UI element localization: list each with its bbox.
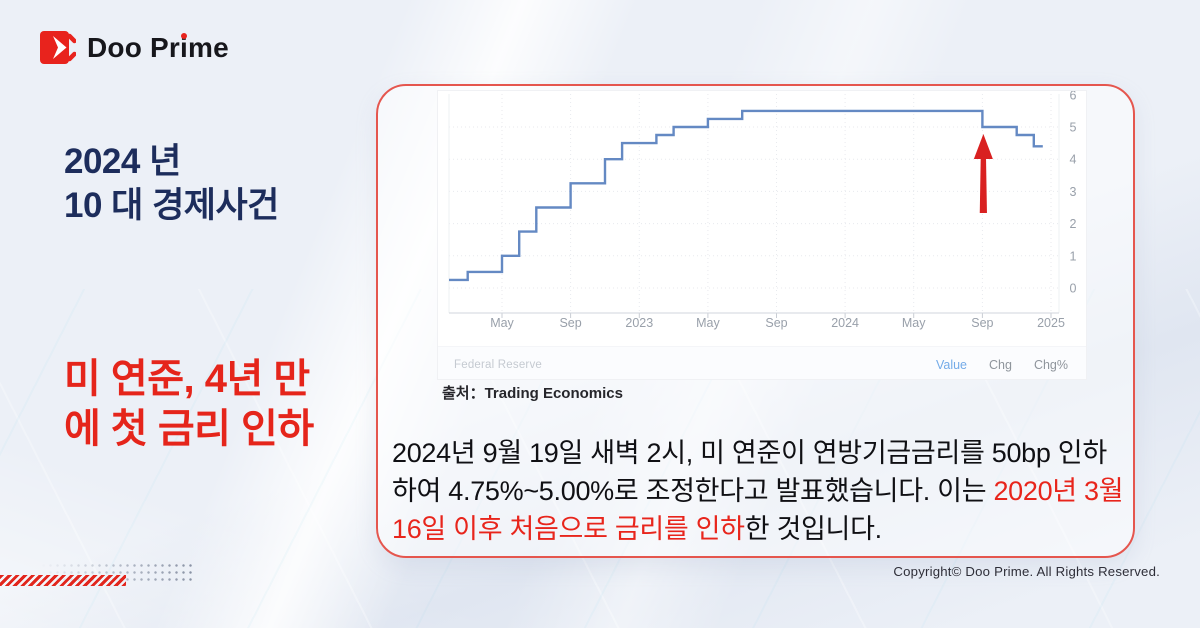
series-title-line2: 10 대 경제사건: [64, 186, 279, 225]
logo-text-pre: Doo Pr: [87, 32, 180, 63]
source-caption: 출처：Trading Economics: [442, 385, 623, 402]
x-tick-label: May: [696, 316, 720, 330]
chart-card: May Sep 2023 May Sep 2024 May Sep 2025 0 1 2 3 4 5 6 Fe…: [376, 84, 1135, 558]
y-tick-label: 2: [1070, 217, 1077, 231]
x-tick-label: May: [902, 316, 926, 330]
y-tick-label: 5: [1070, 121, 1077, 135]
event-headline-line2: 에 첫 금리 인하: [64, 407, 314, 451]
y-tick-label: 3: [1070, 185, 1077, 199]
x-tick-label: Sep: [971, 316, 993, 330]
brand-logo: Doo Prime: [40, 28, 229, 68]
logo-text-i: i: [179, 32, 188, 63]
x-tick-label: 2023: [625, 316, 653, 330]
paragraph-text: 한 것입니다.: [744, 514, 882, 545]
paragraph-text: 2024년 9월 19일 새벽 2시, 미 연준이 연방기금금리를 50bp 인…: [392, 438, 1107, 507]
chart-toolbar: Value Chg Chg%: [936, 358, 1068, 372]
paragraph-highlight: 2020년 3월 16일 이후 처음으로 금리를 인하: [392, 476, 1124, 545]
event-paragraph: 2024년 9월 19일 새벽 2시, 미 연준이 연방기금금리를 50bp 인…: [392, 434, 1130, 549]
fed-rate-step-chart: May Sep 2023 May Sep 2024 May Sep 2025 0 1 2 3 4 5 6: [448, 91, 1077, 330]
decoration-red-stripe-bar: [0, 575, 126, 586]
fed-rate-step-line: [449, 109, 1043, 282]
x-tick-label: May: [490, 316, 514, 330]
rate-cut-arrow-head: [973, 134, 993, 159]
chart-bottom-band: [438, 346, 1086, 379]
toolbar-chg-button[interactable]: Chg: [989, 358, 1012, 372]
toolbar-value-button[interactable]: Value: [935, 358, 968, 372]
doo-prime-logo-icon: [40, 31, 76, 64]
y-tick-label: 0: [1070, 282, 1077, 296]
chart-source-label: Federal Reserve: [454, 359, 543, 371]
y-tick-label-partial: 6: [1070, 91, 1077, 102]
y-tick-label: 4: [1070, 153, 1077, 167]
rate-cut-arrow-shaft: [979, 155, 987, 213]
series-title-line1: 2024 년: [64, 142, 181, 181]
x-tick-label: Sep: [559, 316, 581, 330]
y-tick-label: 1: [1070, 249, 1077, 263]
brand-logo-text: Doo Prime: [87, 32, 229, 64]
logo-text-post: me: [187, 32, 229, 63]
x-tick-label: Sep: [765, 316, 787, 330]
x-tick-label: 2024: [831, 316, 859, 330]
event-headline-line1: 미 연준, 4년 만: [64, 357, 310, 401]
copyright-text: Copyright© Doo Prime. All Rights Reserve…: [893, 564, 1160, 579]
event-headline: 미 연준, 4년 만 에 첫 금리 인하: [64, 354, 314, 454]
trading-economics-chart: May Sep 2023 May Sep 2024 May Sep 2025 0 1 2 3 4 5 6 Fe…: [437, 90, 1087, 380]
toolbar-chgpct-button[interactable]: Chg%: [1033, 358, 1068, 372]
x-tick-label: 2025: [1037, 316, 1065, 330]
series-title: 2024 년 10 대 경제사건: [64, 140, 279, 228]
